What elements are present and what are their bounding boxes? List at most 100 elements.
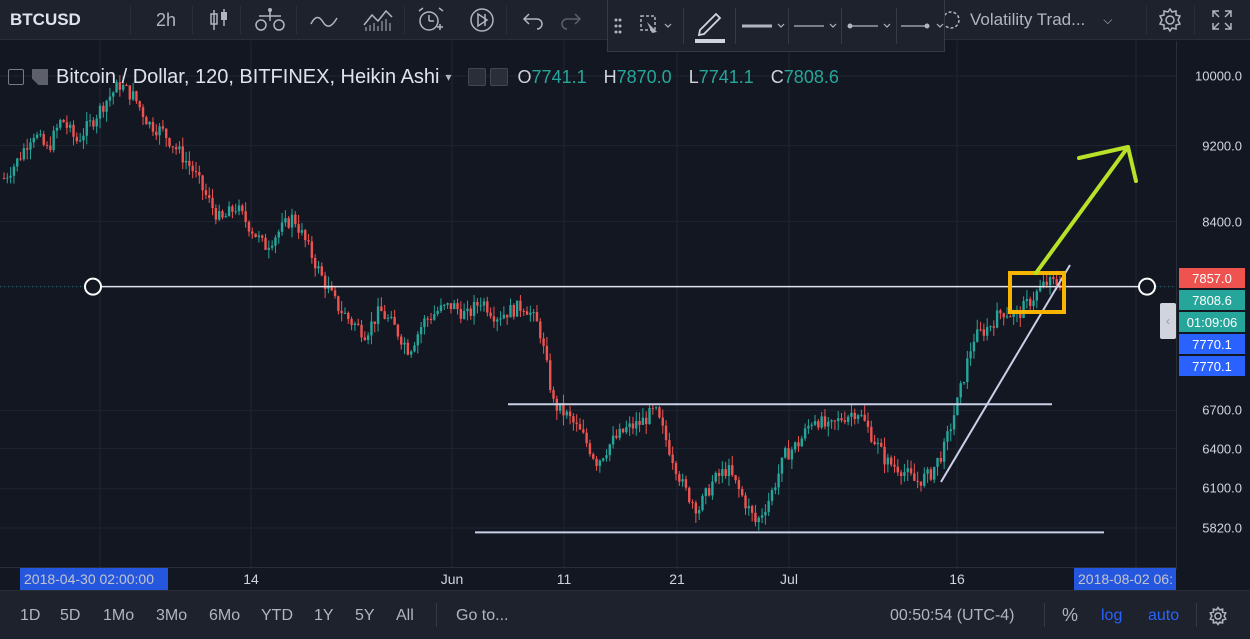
candle-body (797, 442, 800, 447)
pencil-color-icon[interactable] (686, 0, 734, 52)
collapse-icon[interactable] (32, 69, 48, 85)
indicators-icon[interactable] (308, 0, 340, 40)
candle-body (366, 335, 370, 340)
select-tool-icon[interactable] (630, 0, 680, 52)
candle-body (651, 407, 655, 409)
candle-body (118, 82, 122, 90)
candle-body (128, 85, 131, 100)
line-end-icon[interactable] (898, 0, 946, 52)
candle-body (1042, 281, 1045, 288)
candle-body (903, 472, 906, 476)
candle-body (191, 165, 194, 172)
candle-body (65, 122, 69, 128)
candle-body (658, 407, 661, 418)
candle-body (267, 247, 271, 250)
price-axis[interactable]: 10000.0 9200.0 8400.0 6700.0 6400.0 6100… (1160, 41, 1250, 569)
price-tick: 10000.0 (1195, 68, 1242, 84)
toolbar-divider (404, 6, 405, 34)
line-price-badge: 7770.1 (1179, 356, 1245, 376)
goto-date-button[interactable]: Go to... (456, 606, 509, 624)
candles-icon[interactable] (204, 0, 234, 40)
candle-body (161, 126, 165, 129)
line-style-icon[interactable] (790, 0, 840, 52)
eye-icon[interactable] (467, 68, 486, 86)
candle-body (459, 309, 463, 319)
candle-body (241, 205, 244, 212)
candle-body (558, 402, 562, 411)
candle-body (247, 221, 251, 232)
candle-body (171, 146, 175, 148)
candle-body (631, 423, 635, 429)
alert-icon[interactable] (414, 0, 446, 40)
range-6mo-button[interactable]: 6Mo (209, 606, 241, 624)
range-1y-button[interactable]: 1Y (314, 606, 334, 624)
open-value: 7741.1 (531, 66, 587, 87)
legend-title[interactable]: Bitcoin / Dollar, 120, BITFINEX, Heikin … (56, 65, 440, 88)
price-tick: 8400.0 (1202, 214, 1242, 230)
candle-body (201, 175, 204, 191)
candle-body (486, 301, 489, 313)
candle-body (714, 472, 717, 482)
time-axis[interactable]: 14 Jun 11 21 Jul 16 2018-04-30 02:00:00 … (0, 567, 1176, 590)
settings-icon[interactable] (1154, 0, 1186, 40)
replay-icon[interactable] (466, 0, 498, 40)
candle-body (568, 411, 572, 417)
candle-body (913, 473, 916, 481)
range-5d-button[interactable]: 5D (60, 606, 81, 624)
add-series-icon[interactable] (8, 69, 24, 85)
candle-body (939, 458, 943, 462)
price-chart[interactable] (0, 41, 1176, 569)
candle-body (525, 311, 529, 315)
range-all-button[interactable]: All (396, 606, 414, 624)
candle-body (539, 321, 542, 339)
redo-icon[interactable] (556, 0, 586, 40)
candle-body (784, 448, 787, 458)
candle-body (194, 171, 198, 173)
percent-scale-button[interactable]: % (1062, 605, 1079, 625)
candle-body (287, 218, 290, 228)
drag-handle-icon[interactable] (608, 0, 628, 52)
undo-icon[interactable] (518, 0, 548, 40)
timezone-clock[interactable]: 00:50:54 (UTC-4) (890, 606, 1015, 624)
gear-icon[interactable] (489, 68, 508, 86)
candle-body (843, 420, 847, 422)
line-start-icon[interactable] (844, 0, 894, 52)
fullscreen-icon[interactable] (1206, 0, 1238, 40)
candle-body (803, 428, 807, 439)
symbol-search-button[interactable]: BTCUSD (10, 10, 81, 29)
range-3mo-button[interactable]: 3Mo (156, 606, 188, 624)
candle-body (42, 134, 45, 145)
candle-body (532, 312, 535, 314)
candle-body (383, 311, 386, 319)
low-value: 7741.1 (698, 66, 754, 87)
price-tick: 5820.0 (1202, 520, 1242, 536)
range-1d-button[interactable]: 1D (20, 606, 41, 624)
candle-body (174, 147, 178, 150)
candle-body (376, 306, 380, 324)
chart-settings-icon[interactable] (1208, 591, 1228, 639)
scroll-to-realtime-button[interactable]: ‹ (1160, 303, 1176, 339)
candle-body (231, 206, 234, 212)
candle-body (1002, 313, 1005, 318)
candle-body (449, 303, 453, 310)
up-arrow (1034, 145, 1130, 275)
range-1mo-button[interactable]: 1Mo (103, 606, 135, 624)
chevron-down-icon[interactable]: ▾ (445, 70, 452, 84)
auto-scale-button[interactable]: auto (1148, 606, 1180, 624)
drawing-toolbar (607, 0, 945, 52)
bottombar-divider (1044, 603, 1045, 627)
candle-body (707, 488, 711, 496)
candle-body (396, 324, 400, 337)
line-width-icon[interactable] (738, 0, 788, 52)
candle-body (807, 425, 810, 429)
template-dropdown[interactable]: Volatility Trad... ⌵ (940, 0, 1140, 40)
interval-button[interactable]: 2h (155, 9, 177, 30)
log-scale-button[interactable]: log (1101, 606, 1123, 624)
candle-body (601, 458, 605, 461)
candle-body (552, 389, 555, 399)
financials-icon[interactable] (360, 0, 396, 40)
candle-body (55, 127, 59, 131)
range-5y-button[interactable]: 5Y (355, 606, 375, 624)
range-ytd-button[interactable]: YTD (261, 606, 293, 624)
compare-icon[interactable] (252, 0, 288, 40)
